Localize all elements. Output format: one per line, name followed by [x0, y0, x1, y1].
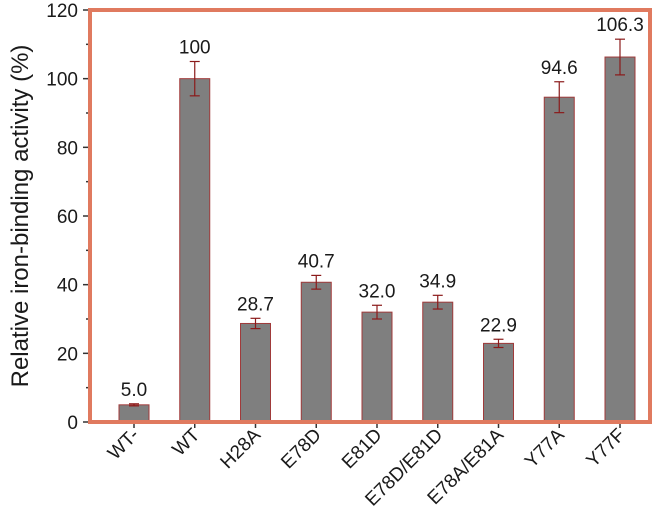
bar	[118, 404, 150, 423]
y-tick-label: 60	[57, 207, 78, 228]
bar	[240, 322, 271, 423]
x-tick-label: WT-	[104, 425, 143, 464]
data-label: 106.3	[596, 15, 644, 36]
plot-area: 0 20 40 60 80 100 120 5.0 WT- 100 WT 28.7 H28A 40.7 E7…	[46, 1, 643, 510]
x-tick-label: H28A	[217, 424, 266, 473]
x-tick-label: E81D	[338, 425, 386, 473]
bar	[179, 78, 211, 423]
y-axis-title: Relative iron-binding activity (%)	[7, 45, 34, 388]
x-tick-label: E78D	[277, 425, 325, 473]
y-tick-label: 100	[46, 70, 78, 91]
data-label: 32.0	[359, 281, 396, 302]
data-label: 22.9	[480, 315, 517, 336]
plot-frame	[88, 8, 652, 424]
bar	[422, 301, 454, 423]
bar	[604, 56, 636, 423]
y-tick-label: 20	[57, 344, 78, 365]
data-label: 5.0	[121, 380, 147, 401]
y-tick-label: 120	[46, 1, 78, 22]
y-tick-label: 40	[57, 276, 78, 297]
bar	[300, 281, 332, 423]
bar	[361, 311, 393, 423]
y-tick-label: 0	[67, 413, 78, 434]
y-tick-label: 80	[57, 138, 78, 159]
data-label: 28.7	[237, 294, 274, 315]
data-label: 34.9	[419, 271, 456, 292]
data-label: 100	[179, 38, 211, 59]
data-label: 94.6	[541, 58, 578, 79]
x-tick-label: Y77F	[583, 425, 630, 472]
x-tick-label: Y77A	[521, 424, 569, 472]
bar	[483, 342, 514, 423]
bar	[543, 96, 575, 423]
data-label: 40.7	[298, 251, 335, 272]
x-tick-label: WT	[169, 424, 205, 460]
